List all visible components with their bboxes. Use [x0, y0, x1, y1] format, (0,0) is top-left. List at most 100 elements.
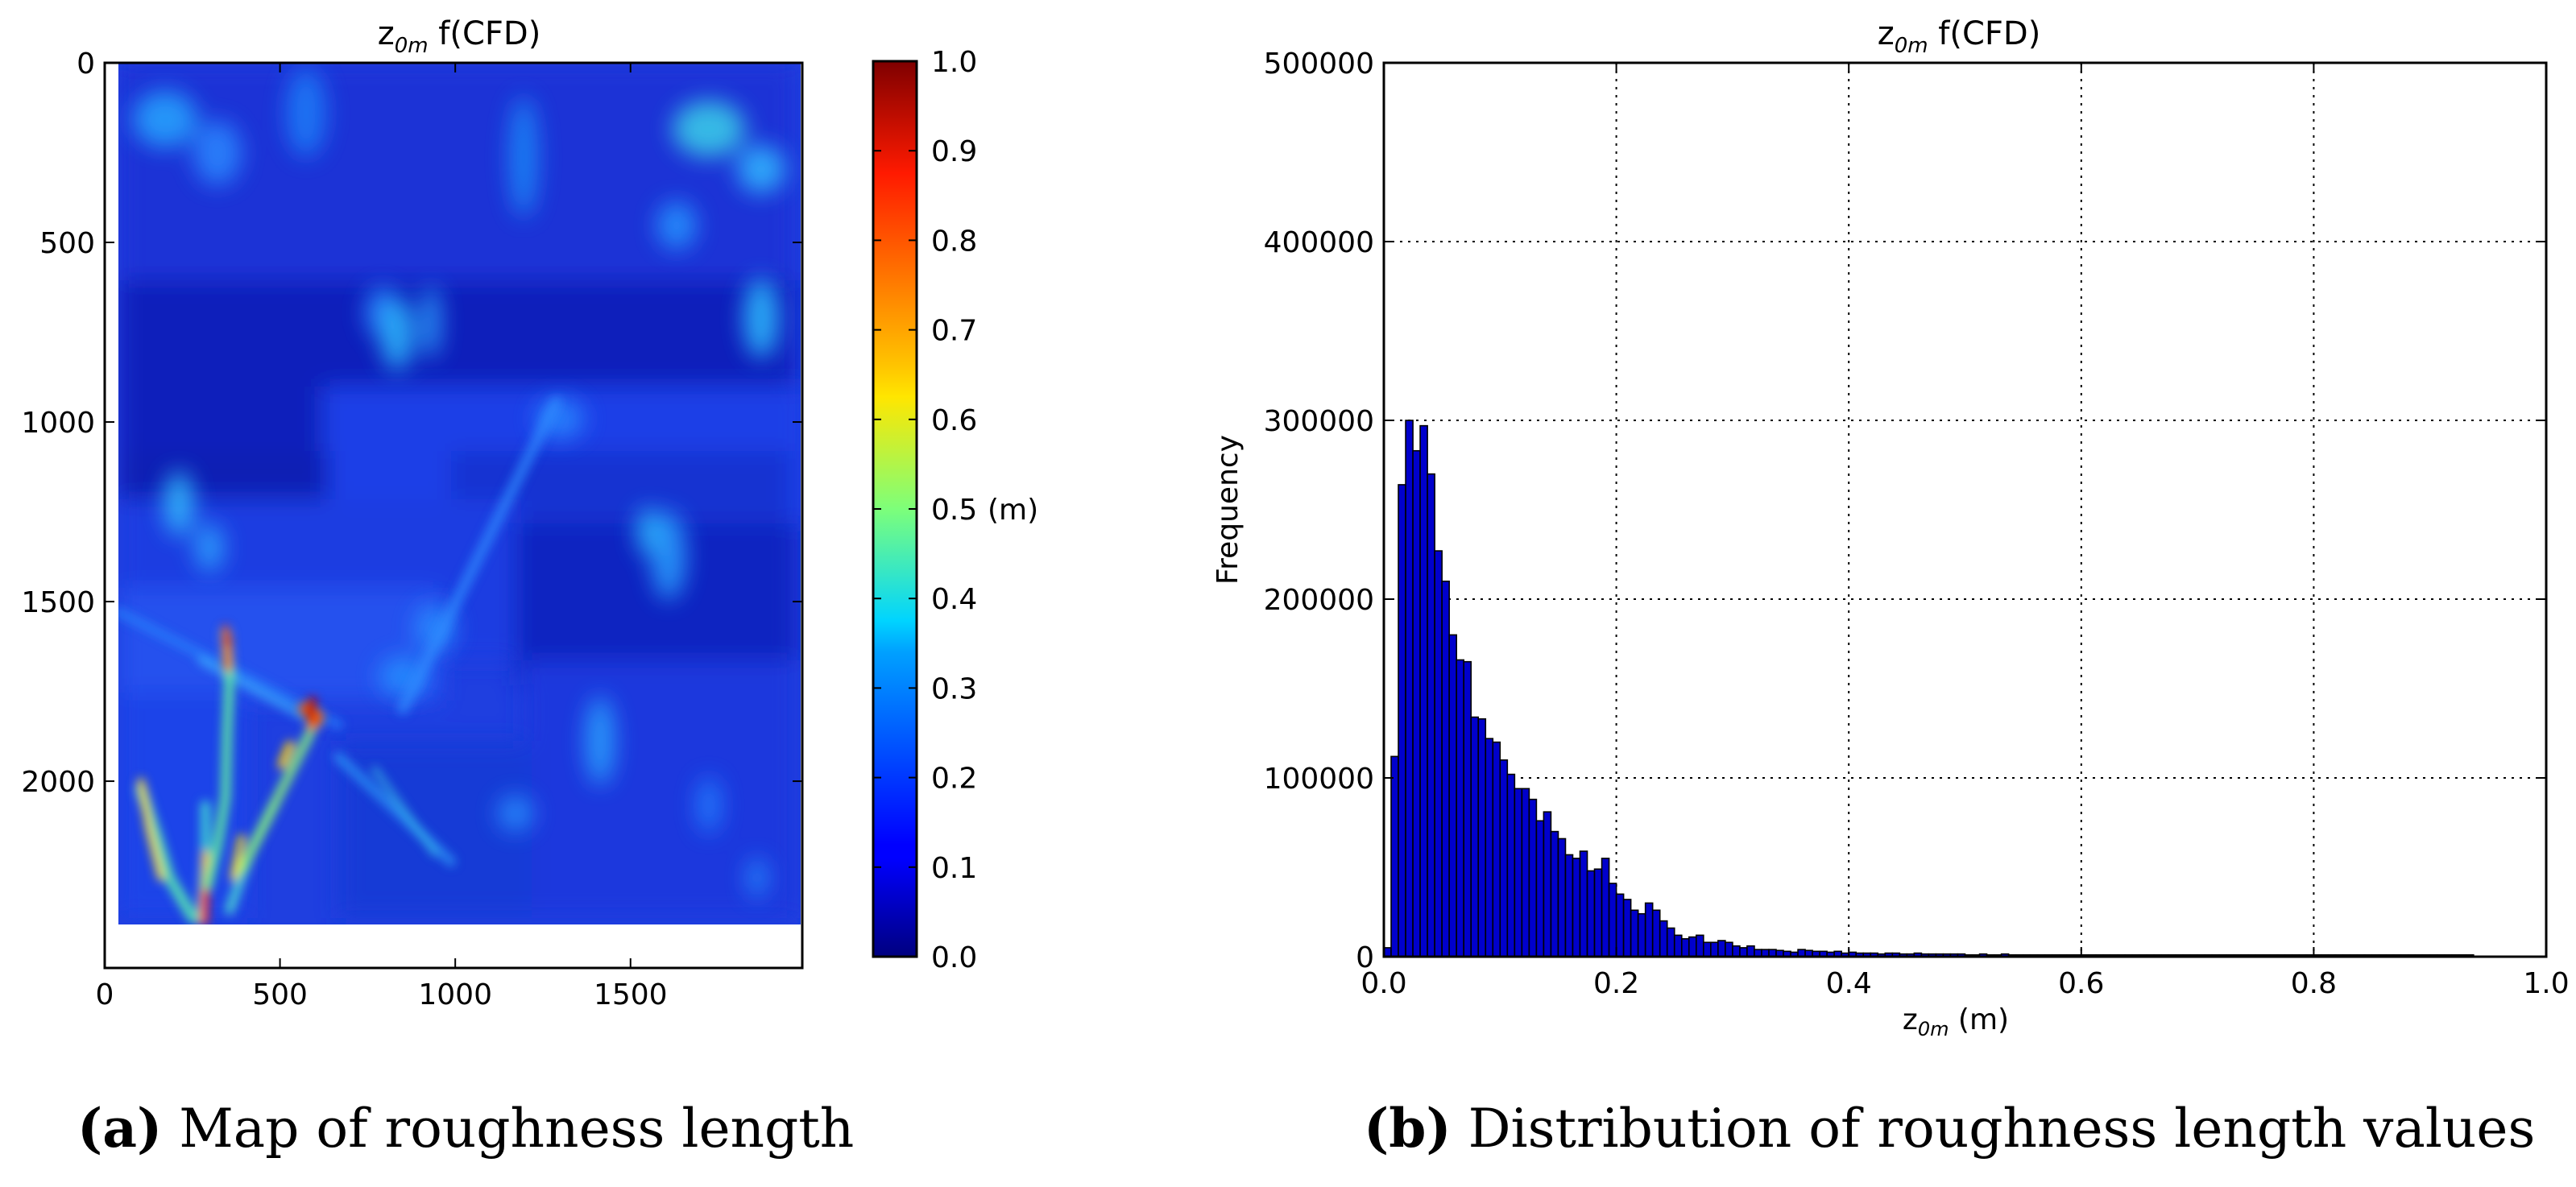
histogram-bar [1470, 716, 1480, 957]
histogram-bar [1586, 870, 1596, 957]
histogram-x-tick-label: 0.2 [1593, 967, 1639, 1000]
colorbar-tick-label: 0.8 [931, 225, 977, 258]
colorbar-tick-label: 0.6 [931, 404, 977, 437]
caption-b-label: (b) [1364, 1097, 1452, 1160]
histogram-x-tick-label: 1.0 [2523, 967, 2569, 1000]
caption-a-label: (a) [77, 1097, 163, 1160]
colorbar-tick-label: 0.4 [931, 583, 977, 616]
heatmap-y-tick-label: 1500 [21, 586, 95, 619]
histogram-bars [1383, 420, 2475, 957]
histogram-bar [1550, 830, 1559, 957]
heatmap-x-axis: 0 500 1000 1500 [96, 63, 668, 1011]
histogram-bar [1572, 858, 1581, 957]
histogram-panel: z0m f(CFD) 0.0 0.2 0.4 0.6 0.8 1.0 0 100000 200… [1211, 15, 2570, 1040]
histogram-bar [1419, 424, 1428, 957]
histogram-x-axis: 0.0 0.2 0.4 0.6 0.8 1.0 [1360, 63, 2570, 1000]
heatmap-y-tick-label: 2000 [21, 766, 95, 799]
heatmap-x-tick-label: 1500 [594, 978, 668, 1011]
heatmap-y-tick-label: 0 [77, 48, 95, 81]
colorbar-tick-label: 0.9 [931, 135, 977, 168]
histogram-x-tick-label: 0.8 [2291, 967, 2337, 1000]
colorbar-tick-label: 0.7 [931, 315, 977, 348]
histogram-bar [1499, 759, 1509, 957]
heatmap-image [118, 63, 801, 924]
histogram-y-tick-label: 500000 [1264, 48, 1374, 81]
heatmap-panel: z0m f(CFD) [21, 15, 1038, 1011]
heatmap-axes [103, 61, 804, 970]
histogram-x-tick-label: 0.4 [1826, 967, 1872, 1000]
histogram-bar [1514, 788, 1523, 957]
histogram-bar [1622, 899, 1632, 957]
histogram-bar [1680, 938, 1690, 957]
histogram-y-tick-label: 400000 [1264, 226, 1374, 259]
histogram-y-tick-label: 0 [1356, 941, 1374, 974]
histogram-bar [1398, 484, 1406, 957]
heatmap-title: z0m f(CFD) [378, 15, 541, 58]
colorbar-tick-label: 0.1 [931, 852, 977, 885]
colorbar-tick-label: 0.0 [931, 941, 977, 974]
histogram-y-tick-label: 100000 [1264, 763, 1374, 796]
histogram-bar [1477, 718, 1487, 957]
histogram-bar [1506, 773, 1516, 957]
colorbar-tick-label: 0.3 [931, 672, 977, 705]
heatmap-x-tick-label: 0 [96, 978, 114, 1011]
histogram-bar [1673, 934, 1683, 957]
histogram-bar [1521, 788, 1530, 957]
histogram-bar [1717, 940, 1726, 957]
caption-b-text: Distribution of roughness length values [1451, 1098, 2536, 1160]
histogram-x-tick-label: 0.6 [2058, 967, 2104, 1000]
histogram-bar [1456, 659, 1465, 957]
histogram-bar [1564, 854, 1574, 957]
heatmap-empty-band [119, 926, 800, 969]
histogram-bar [1535, 820, 1545, 957]
histogram-bar [1637, 912, 1646, 957]
histogram-bar [1644, 902, 1654, 957]
histogram-bar [1463, 660, 1472, 957]
histogram-bar [1441, 580, 1450, 957]
histogram-bar [1528, 798, 1538, 957]
heatmap-x-tick-label: 500 [252, 978, 308, 1011]
histogram-bar [1710, 941, 1719, 957]
histogram-bar [1390, 755, 1399, 957]
histogram-bar [1579, 850, 1588, 957]
histogram-bar [1696, 934, 1704, 957]
histogram-bar [1725, 941, 1733, 957]
histogram-bar [1601, 858, 1610, 957]
histogram-bar [1703, 941, 1712, 957]
histogram-bar [1688, 936, 1697, 957]
histogram-bar [1448, 634, 1457, 957]
histogram-bar [1485, 738, 1494, 957]
histogram-bar [1492, 741, 1501, 957]
histogram-bar [1666, 927, 1675, 957]
histogram-bar [1615, 893, 1625, 957]
histogram-bar [1434, 550, 1443, 957]
histogram-bar [1651, 909, 1661, 957]
colorbar-unit-label: (m) [988, 494, 1038, 527]
histogram-bar [1659, 920, 1668, 957]
histogram-bar [1739, 947, 1748, 957]
histogram-axes [1382, 61, 2548, 958]
colorbar-tick-label: 0.2 [931, 763, 977, 796]
histogram-bar [1608, 883, 1617, 957]
histogram-bar [1412, 449, 1421, 957]
histogram-bar [1557, 838, 1567, 957]
histogram-bar [1746, 945, 1755, 957]
heatmap-y-tick-label: 500 [39, 227, 95, 260]
histogram-x-label: z0m (m) [1903, 1003, 2009, 1040]
heatmap-y-tick-label: 1000 [21, 407, 95, 440]
heatmap-x-tick-label: 1000 [418, 978, 492, 1011]
histogram-bar [1630, 909, 1639, 957]
histogram-grid [1384, 63, 2546, 957]
histogram-title: z0m f(CFD) [1878, 15, 2041, 58]
histogram-y-tick-label: 200000 [1264, 584, 1374, 617]
histogram-y-label: Frequency [1211, 435, 1245, 585]
histogram-x-tick-label: 0.0 [1360, 967, 1406, 1000]
colorbar-tick-label: 0.5 [931, 494, 977, 527]
caption-a: (a) Map of roughness length [77, 1097, 854, 1160]
histogram-bar [1427, 473, 1435, 957]
heatmap-y-axis: 0 500 1000 1500 2000 [21, 48, 802, 799]
colorbar-ticks: 0.0 0.1 0.2 0.3 0.4 0.5 0.6 0.7 0.8 0.9 1.0 [873, 46, 977, 974]
histogram-bar [1593, 868, 1603, 957]
histogram-y-tick-label: 300000 [1264, 405, 1374, 438]
